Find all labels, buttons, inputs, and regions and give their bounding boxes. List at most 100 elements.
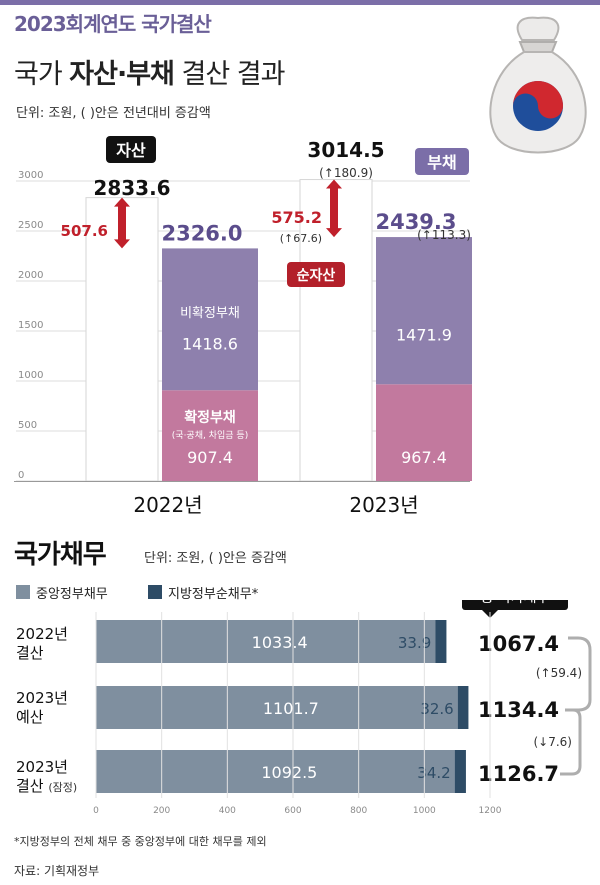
series-tag: 2023회계연도 국가결산 <box>14 12 212 36</box>
asset-value-2023: 3014.5 <box>307 138 384 162</box>
liability-badge <box>415 148 469 175</box>
y-tick-label: 1000 <box>18 370 43 381</box>
national-debt-chart: 1033.4 33.9 1067.4 1101.7 32.6 1134.4 1092.5 34… <box>93 600 592 816</box>
x-category-2022: 2022년 <box>133 493 202 517</box>
row1-line2: 결산 <box>16 644 44 662</box>
money-bag-icon <box>489 16 587 154</box>
x-axis: 2022년 2023년 <box>14 481 470 517</box>
footnote: *지방정부의 전체 채무 중 중앙정부에 대한 채무를 제외 <box>14 835 267 848</box>
y-tick-label: 500 <box>18 420 37 431</box>
central-value-label: 1092.5 <box>261 763 317 782</box>
net-asset-value-2023: 575.2 <box>271 208 322 227</box>
fixed-series-note: (국·공채, 차입금 등) <box>172 429 248 441</box>
debt-totals: 1033.4 33.9 1067.4 1101.7 32.6 1134.4 1092.5 34… <box>252 600 592 786</box>
net-asset-badge-label: 순자산 <box>297 267 336 284</box>
legend-central-swatch <box>16 585 30 599</box>
x-tick-label: 1000 <box>413 806 436 816</box>
top-accent-bar <box>0 0 600 5</box>
change-bracket-1 <box>568 636 592 712</box>
liability-other-bar <box>376 237 472 385</box>
central-debt-bar <box>96 686 458 729</box>
y-tick-label: 3000 <box>18 170 43 181</box>
debt-section-title: 국가채무 <box>14 540 107 570</box>
liability-fixed-bar <box>162 390 258 481</box>
asset-liability-chart: 0 500 1000 1500 2000 2500 3000 1418.6 907.4 2326… <box>14 136 472 517</box>
fixed-series-name: 확정부채 <box>184 409 236 426</box>
row3-note: (잠정) <box>48 781 78 794</box>
row2-line1: 2023년 <box>16 689 68 707</box>
local-value-label: 33.9 <box>398 634 431 652</box>
legend-central-label: 중앙정부채무 <box>36 587 108 602</box>
liability-total-label: 2326.0 <box>161 221 242 245</box>
change-label-1: (↑59.4) <box>536 666 582 680</box>
local-value-label: 34.2 <box>417 764 450 782</box>
row3-line2: 결산 <box>16 777 44 795</box>
liability-change-2023: (↑113.3) <box>417 228 471 242</box>
net-asset-value-2022: 507.6 <box>61 222 108 240</box>
asset-badge-label: 자산 <box>116 141 146 160</box>
unit-note-bottom: 단위: 조원, ( )안은 증감액 <box>144 551 287 566</box>
central-value-label: 1033.4 <box>252 633 308 652</box>
y-tick-label: 2500 <box>18 220 43 231</box>
bars <box>85 179 472 482</box>
liability-badge-label: 부채 <box>427 153 456 172</box>
debt-bars <box>96 620 469 793</box>
x-axis: 0 200 400 600 800 1000 1200 <box>93 612 502 816</box>
debt-row-label-3: 2023년 결산 (잠정) <box>16 758 77 797</box>
x-tick-label: 200 <box>153 806 170 816</box>
net-asset-arrow <box>114 197 130 249</box>
other-series-name: 비확정부채 <box>180 306 240 321</box>
page-title: 국가 자산·부채 결산 결과 <box>14 52 285 91</box>
liability-fixed-bar <box>376 384 472 481</box>
central-debt-bar <box>96 620 436 663</box>
x-tick-label: 1200 <box>479 806 502 816</box>
total-value-label: 1134.4 <box>478 698 559 722</box>
liability-total-label: 2439.3 <box>375 210 456 234</box>
net-asset-change-2023: (↑67.6) <box>280 232 322 245</box>
legend-local-label: 지방정부순채무* <box>168 587 259 602</box>
change-bracket-2 <box>560 708 582 776</box>
x-tick-label: 0 <box>93 806 99 816</box>
row2-line2: 예산 <box>16 708 44 726</box>
debt-row-label-2: 2023년 예산 <box>16 689 68 727</box>
central-debt-bar <box>96 750 455 793</box>
title-bold: 자산·부채 <box>69 59 175 90</box>
total-debt-badge-label: 총 국가채무 <box>481 600 550 606</box>
net-asset-badge <box>287 262 345 287</box>
asset-change-2023: (↑180.9) <box>319 166 373 180</box>
total-value-label: 1126.7 <box>478 762 559 786</box>
other-value-label: 1418.6 <box>182 334 238 353</box>
x-tick-label: 800 <box>350 806 367 816</box>
y-tick-label: 0 <box>18 470 24 481</box>
central-value-label: 1101.7 <box>263 699 319 718</box>
y-tick-label: 2000 <box>18 270 43 281</box>
title-prefix: 국가 <box>14 59 70 90</box>
unit-note-top: 단위: 조원, ( )안은 전년대비 증감액 <box>16 106 211 121</box>
local-value-label: 32.6 <box>420 700 453 718</box>
fixed-value-label: 967.4 <box>401 448 447 467</box>
total-value-label: 1067.4 <box>478 632 559 656</box>
change-label-2: (↓7.6) <box>533 735 572 749</box>
local-debt-bar <box>435 620 447 663</box>
local-debt-bar <box>457 686 469 729</box>
title-suffix: 결산 결과 <box>173 59 285 90</box>
legend-local-swatch <box>148 585 162 599</box>
y-tick-labels: 0 500 1000 1500 2000 2500 3000 <box>18 170 43 481</box>
asset-value-2022: 2833.6 <box>93 176 170 200</box>
row1-line1: 2022년 <box>16 625 68 643</box>
y-tick-label: 1500 <box>18 320 43 331</box>
other-value-label: 1471.9 <box>396 326 452 345</box>
bar-labels: 1418.6 907.4 2326.0 1471.9 967.4 2439.3 비확정부채확… <box>61 136 471 467</box>
total-debt-badge <box>462 600 568 610</box>
x-tick-label: 600 <box>284 806 301 816</box>
source-credit: 자료: 기획재정부 <box>14 864 100 878</box>
liability-other-bar <box>162 248 258 391</box>
local-debt-bar <box>454 750 466 793</box>
debt-row-label-1: 2022년 결산 <box>16 625 68 663</box>
fixed-value-label: 907.4 <box>187 448 233 467</box>
x-tick-label: 400 <box>219 806 236 816</box>
net-asset-arrow <box>326 179 342 238</box>
x-category-2023: 2023년 <box>349 493 418 517</box>
row3-line1: 2023년 <box>16 758 68 776</box>
asset-badge <box>106 136 156 163</box>
